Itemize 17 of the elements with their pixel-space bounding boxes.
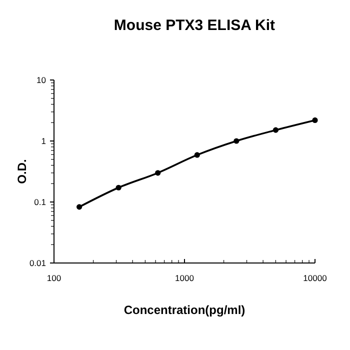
- point: [155, 170, 161, 176]
- y-tick-label: 0.01: [29, 258, 46, 268]
- chart-title: Mouse PTX3 ELISA Kit: [114, 17, 276, 34]
- point: [272, 127, 279, 133]
- point: [76, 204, 82, 210]
- x-tick-label: 100: [46, 273, 62, 283]
- y-tick-label: 0.1: [34, 196, 46, 207]
- x-tick-label: 10000: [303, 273, 328, 283]
- point: [116, 184, 122, 190]
- x-axis-title: Concentration(pg/ml): [124, 303, 246, 317]
- point: [312, 117, 318, 124]
- y-tick-label: 10: [36, 74, 46, 85]
- point: [234, 138, 240, 144]
- y-tick-label: 1: [41, 136, 46, 146]
- point: [194, 152, 200, 158]
- y-axis-title: O.D.: [15, 159, 29, 184]
- x-tick-label: 1000: [175, 273, 194, 283]
